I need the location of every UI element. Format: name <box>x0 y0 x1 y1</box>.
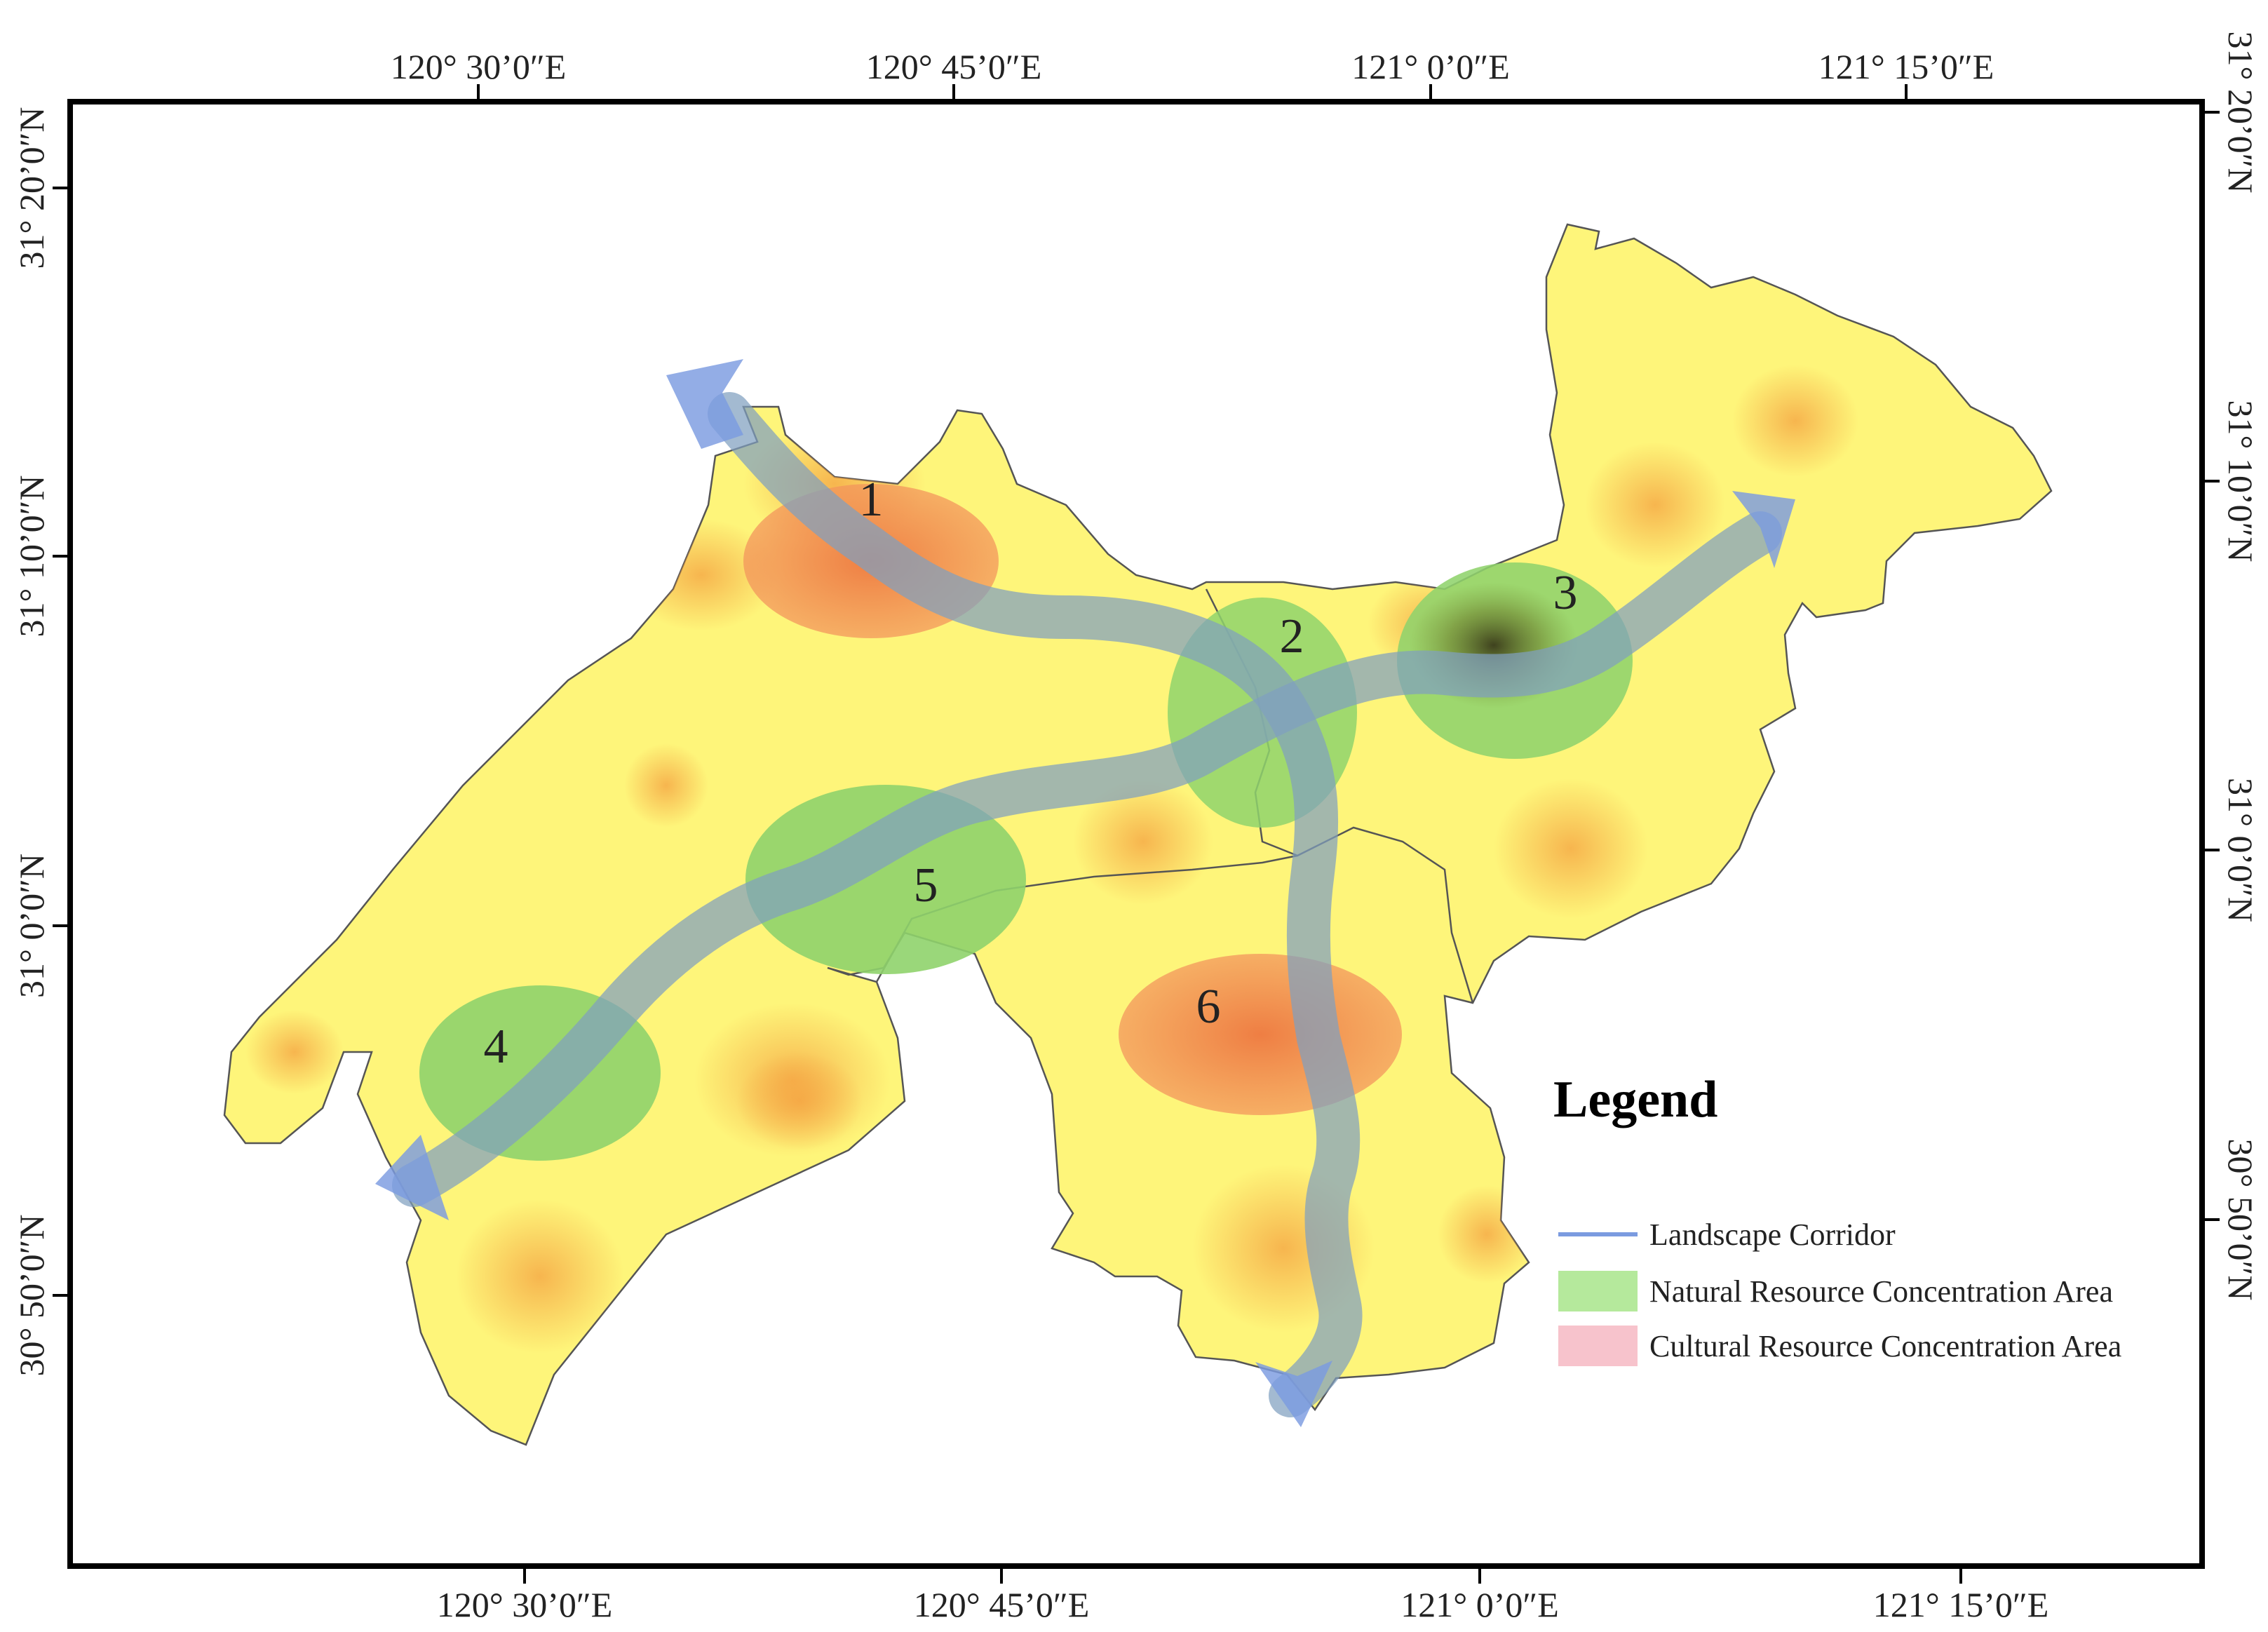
left-tick-label: 31° 0’0″N <box>12 854 51 998</box>
left-coordinate-labels: 31° 20’0″N 31° 10’0″N 31° 0’0″N 30° 50’0… <box>12 107 51 1376</box>
bottom-tick-label: 121° 15’0″E <box>1873 1585 2049 1624</box>
zone-5-natural-area <box>745 785 1026 974</box>
zone-4-label: 4 <box>484 1020 508 1074</box>
map-frame <box>67 99 2205 1569</box>
arrow-east-icon <box>1732 491 1795 568</box>
zone-5-label: 5 <box>914 858 938 912</box>
right-coordinate-labels: 31° 20’0″N 31° 10’0″N 31° 0’0″N 30° 50’0… <box>2221 31 2260 1300</box>
zone-1-label: 1 <box>859 473 884 527</box>
bottom-tick-label: 120° 30’0″E <box>437 1585 613 1624</box>
legend-corridor-label: Landscape Corridor <box>1649 1218 1896 1252</box>
right-tick-label: 31° 10’0″N <box>2221 400 2260 562</box>
legend-cultural-swatch <box>1558 1326 1638 1366</box>
left-tick-label: 30° 50’0″N <box>12 1214 51 1376</box>
bottom-coordinate-labels: 120° 30’0″E 120° 45’0″E 121° 0’0″E 121° … <box>437 1585 2049 1624</box>
zone-6-cultural-area <box>1119 954 1402 1115</box>
arrow-southwest-icon <box>375 1135 449 1220</box>
zone-6-label: 6 <box>1196 980 1221 1034</box>
right-tick-label: 31° 0’0″N <box>2221 778 2260 922</box>
legend-title: Legend <box>1553 1071 1717 1128</box>
legend-cultural-label: Cultural Resource Concentration Area <box>1649 1329 2121 1363</box>
legend-natural-swatch <box>1558 1271 1638 1311</box>
corridor-arrowheads <box>375 359 1795 1427</box>
tick-marks <box>53 84 2220 1584</box>
zone-labels: 1 2 3 4 5 6 <box>484 473 1578 1074</box>
corridor-north-south <box>708 392 1363 1417</box>
legend-natural-label: Natural Resource Concentration Area <box>1649 1274 2113 1309</box>
corridor-west-east <box>392 511 1782 1207</box>
top-tick-label: 121° 0’0″E <box>1351 47 1510 86</box>
legend: Legend Landscape Corridor Natural Resour… <box>1553 1071 2121 1366</box>
zone-3-label: 3 <box>1553 566 1578 620</box>
top-coordinate-labels: 120° 30’0″E 120° 45’0″E 121° 0’0″E 121° … <box>391 47 1994 86</box>
arrow-south-icon <box>1255 1361 1332 1427</box>
top-tick-label: 120° 30’0″E <box>391 47 567 86</box>
top-tick-label: 120° 45’0″E <box>866 47 1042 86</box>
top-tick-label: 121° 15’0″E <box>1818 47 1994 86</box>
left-tick-label: 31° 20’0″N <box>12 107 51 269</box>
zone-2-label: 2 <box>1280 609 1304 663</box>
bottom-tick-label: 120° 45’0″E <box>914 1585 1090 1624</box>
right-tick-label: 30° 50’0″N <box>2221 1138 2260 1300</box>
right-tick-label: 31° 20’0″N <box>2221 31 2260 193</box>
arrow-northwest-icon <box>666 359 743 449</box>
left-tick-label: 31° 10’0″N <box>12 475 51 637</box>
landscape-corridors <box>392 392 1782 1417</box>
bottom-tick-label: 121° 0’0″E <box>1400 1585 1559 1624</box>
